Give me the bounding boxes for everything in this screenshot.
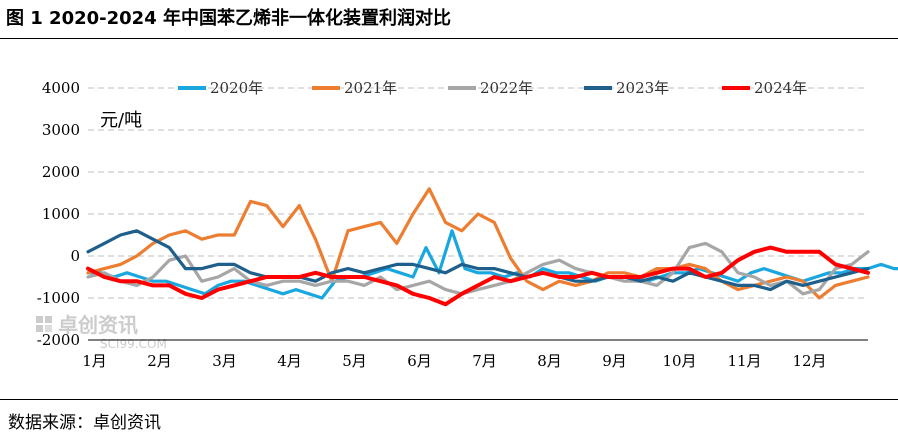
series-line-5 [86, 245, 870, 307]
footer-rule [0, 399, 898, 400]
y-tick-label: 4000 [42, 79, 80, 97]
x-tick-label: 6月 [407, 352, 432, 370]
series-line-3 [86, 241, 870, 296]
data-source: 数据来源：卓创资讯 [8, 413, 161, 433]
legend-label: 2023年 [616, 79, 669, 97]
x-tick-label: 10月 [662, 352, 696, 370]
x-tick-label: 3月 [212, 352, 237, 370]
x-tick-label: 4月 [277, 352, 302, 370]
x-tick-label: 1月 [82, 352, 107, 370]
watermark-url: SCI99.COM [100, 337, 167, 351]
x-tick-label: 9月 [602, 352, 627, 370]
legend-label: 2021年 [344, 79, 397, 97]
y-tick-label: 1000 [42, 205, 80, 223]
series-line-2 [86, 187, 870, 300]
x-tick-label: 5月 [342, 352, 367, 370]
legend-label: 2022年 [480, 79, 533, 97]
watermark-name: 卓创资讯 [58, 313, 138, 337]
chart-title: 图 1 2020-2024 年中国苯乙烯非一体化装置利润对比 [6, 8, 451, 29]
legend: 2020年 2021年 2022年 2023年 2024年 [178, 79, 807, 97]
x-tick-label: 2月 [147, 352, 172, 370]
y-axis-unit: 元/吨 [100, 110, 142, 131]
y-tick-label: -1000 [37, 289, 80, 307]
line-chart: 卓创资讯 SCI99.COM 4000 3000 2000 1000 0 -1000 -20… [36, 79, 898, 370]
x-tick-label: 8月 [537, 352, 562, 370]
y-tick-label: 0 [70, 247, 80, 265]
x-tick-label: 7月 [472, 352, 497, 370]
title-rule [0, 38, 898, 39]
legend-label: 2024年 [754, 79, 807, 97]
y-tick-label: 2000 [42, 163, 80, 181]
series-line-4 [86, 229, 870, 292]
y-tick-label: 3000 [42, 121, 80, 139]
watermark-logo-icon [36, 316, 52, 332]
x-tick-label: 11月 [727, 352, 761, 370]
legend-label: 2020年 [210, 79, 263, 97]
x-tick-label: 12月 [792, 352, 826, 370]
y-tick-label: -2000 [37, 331, 80, 349]
